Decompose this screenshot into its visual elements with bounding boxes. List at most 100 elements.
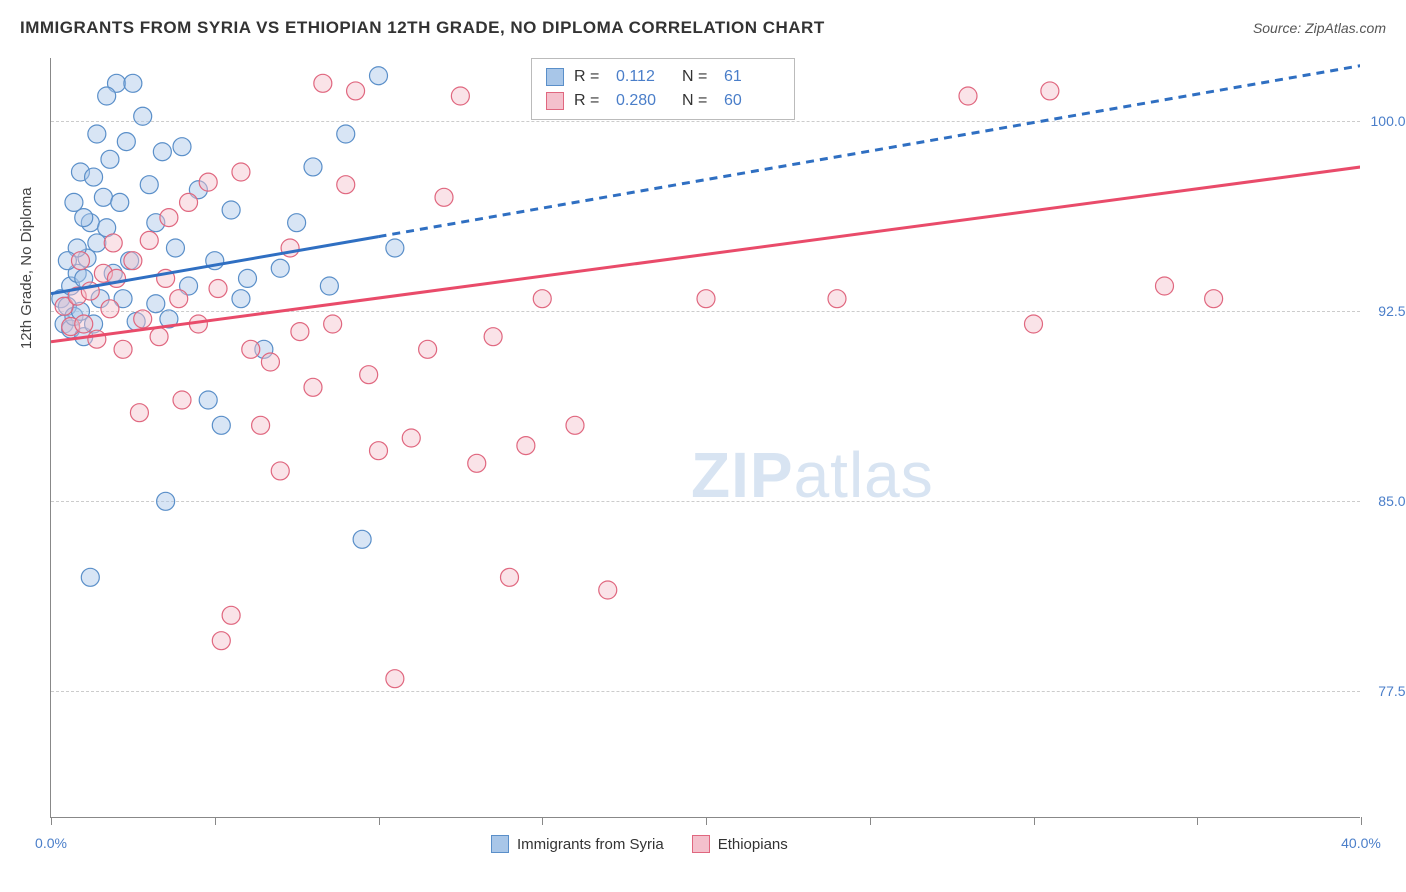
y-tick-label: 77.5%	[1378, 683, 1406, 699]
data-point	[337, 176, 355, 194]
legend-series: Immigrants from Syria Ethiopians	[491, 835, 788, 853]
data-point	[160, 209, 178, 227]
x-tick-label: 0.0%	[35, 835, 67, 851]
y-axis-title: 12th Grade, No Diploma	[18, 187, 35, 349]
data-point	[484, 328, 502, 346]
legend-item-1: Immigrants from Syria	[491, 835, 664, 853]
data-point	[517, 437, 535, 455]
data-point	[242, 340, 260, 358]
swatch-icon	[546, 68, 564, 86]
data-point	[419, 340, 437, 358]
data-point	[71, 252, 89, 270]
data-point	[370, 67, 388, 85]
data-point	[320, 277, 338, 295]
data-point	[88, 125, 106, 143]
data-point	[222, 201, 240, 219]
data-point	[828, 290, 846, 308]
source-label: Source: ZipAtlas.com	[1253, 20, 1386, 36]
trend-line-dashed	[379, 66, 1361, 237]
data-point	[451, 87, 469, 105]
data-point	[75, 315, 93, 333]
data-point	[117, 133, 135, 151]
data-point	[114, 340, 132, 358]
swatch-icon	[491, 835, 509, 853]
legend-row-series1: R = 0.112 N = 61	[546, 65, 780, 89]
data-point	[98, 87, 116, 105]
data-point	[150, 328, 168, 346]
data-point	[959, 87, 977, 105]
x-tick-label: 40.0%	[1341, 835, 1381, 851]
data-point	[697, 290, 715, 308]
data-point	[252, 416, 270, 434]
data-point	[173, 391, 191, 409]
data-point	[88, 330, 106, 348]
data-point	[271, 462, 289, 480]
data-point	[85, 168, 103, 186]
y-tick-label: 100.0%	[1371, 113, 1406, 129]
data-point	[222, 606, 240, 624]
data-point	[1205, 290, 1223, 308]
data-point	[124, 74, 142, 92]
data-point	[157, 492, 175, 510]
data-point	[353, 530, 371, 548]
data-point	[360, 366, 378, 384]
data-point	[1156, 277, 1174, 295]
data-point	[111, 193, 129, 211]
data-point	[65, 193, 83, 211]
legend-item-2: Ethiopians	[692, 835, 788, 853]
data-point	[170, 290, 188, 308]
data-point	[288, 214, 306, 232]
y-tick-label: 92.5%	[1378, 303, 1406, 319]
data-point	[124, 252, 142, 270]
data-point	[291, 323, 309, 341]
data-point	[370, 442, 388, 460]
data-point	[101, 300, 119, 318]
data-point	[386, 239, 404, 257]
scatter-svg	[51, 58, 1360, 817]
data-point	[104, 234, 122, 252]
data-point	[402, 429, 420, 447]
data-point	[134, 107, 152, 125]
data-point	[271, 259, 289, 277]
data-point	[199, 391, 217, 409]
data-point	[324, 315, 342, 333]
data-point	[134, 310, 152, 328]
data-point	[435, 188, 453, 206]
data-point	[468, 454, 486, 472]
legend-row-series2: R = 0.280 N = 60	[546, 89, 780, 113]
plot-area: 77.5%85.0%92.5%100.0% ZIPatlas R = 0.112…	[50, 58, 1360, 818]
data-point	[147, 295, 165, 313]
data-point	[209, 280, 227, 298]
data-point	[304, 378, 322, 396]
data-point	[261, 353, 279, 371]
data-point	[232, 163, 250, 181]
data-point	[130, 404, 148, 422]
data-point	[386, 670, 404, 688]
y-tick-label: 85.0%	[1378, 493, 1406, 509]
data-point	[101, 150, 119, 168]
data-point	[304, 158, 322, 176]
data-point	[140, 176, 158, 194]
data-point	[347, 82, 365, 100]
data-point	[533, 290, 551, 308]
swatch-icon	[692, 835, 710, 853]
data-point	[337, 125, 355, 143]
data-point	[94, 188, 112, 206]
data-point	[212, 416, 230, 434]
data-point	[232, 290, 250, 308]
data-point	[173, 138, 191, 156]
trend-line	[51, 167, 1360, 342]
data-point	[1025, 315, 1043, 333]
legend-correlation: R = 0.112 N = 61 R = 0.280 N = 60	[531, 58, 795, 120]
swatch-icon	[546, 92, 564, 110]
data-point	[599, 581, 617, 599]
data-point	[1041, 82, 1059, 100]
data-point	[314, 74, 332, 92]
data-point	[501, 568, 519, 586]
data-point	[199, 173, 217, 191]
data-point	[81, 568, 99, 586]
data-point	[212, 632, 230, 650]
data-point	[239, 269, 257, 287]
data-point	[153, 143, 171, 161]
data-point	[566, 416, 584, 434]
